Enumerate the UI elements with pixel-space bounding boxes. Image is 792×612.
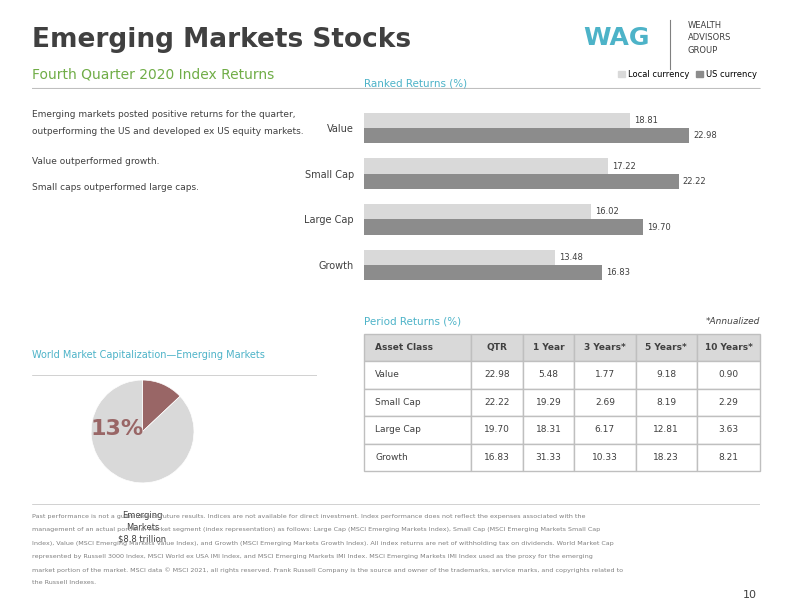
Text: Period Returns (%): Period Returns (%) <box>364 316 462 326</box>
Text: 17.22: 17.22 <box>612 162 636 171</box>
Bar <box>364 159 608 174</box>
Wedge shape <box>91 380 194 483</box>
Text: Emerging
Markets
$8.8 trillion: Emerging Markets $8.8 trillion <box>119 511 166 543</box>
Text: market portion of the market. MSCI data © MSCI 2021, all rights reserved. Frank : market portion of the market. MSCI data … <box>32 567 623 573</box>
Bar <box>364 128 689 143</box>
Wedge shape <box>143 380 180 431</box>
Bar <box>364 204 591 220</box>
Text: 13%: 13% <box>90 419 143 439</box>
Text: 22.22: 22.22 <box>683 177 706 185</box>
Text: WEALTH
ADVISORS
GROUP: WEALTH ADVISORS GROUP <box>687 21 731 55</box>
Text: 16.83: 16.83 <box>607 269 630 277</box>
Text: Fourth Quarter 2020 Index Returns: Fourth Quarter 2020 Index Returns <box>32 67 274 81</box>
Text: outperforming the US and developed ex US equity markets.: outperforming the US and developed ex US… <box>32 127 303 136</box>
Legend: Local currency, US currency: Local currency, US currency <box>615 67 760 83</box>
Text: 13.48: 13.48 <box>559 253 583 263</box>
Text: the Russell Indexes.: the Russell Indexes. <box>32 580 96 586</box>
Text: Ranked Returns (%): Ranked Returns (%) <box>364 78 467 88</box>
Text: Small caps outperformed large caps.: Small caps outperformed large caps. <box>32 183 199 192</box>
Text: Emerging Markets Stocks: Emerging Markets Stocks <box>32 27 411 53</box>
Text: Past performance is not a guarantee of future results. Indices are not available: Past performance is not a guarantee of f… <box>32 514 585 519</box>
Text: 16.02: 16.02 <box>595 207 619 217</box>
Text: Value outperformed growth.: Value outperformed growth. <box>32 157 159 166</box>
Text: 22.98: 22.98 <box>694 131 718 140</box>
Text: *Annualized: *Annualized <box>706 317 760 326</box>
Bar <box>364 220 643 234</box>
Text: WAG: WAG <box>583 26 649 50</box>
Bar <box>364 113 630 128</box>
Text: represented by Russell 3000 Index, MSCI World ex USA IMI Index, and MSCI Emergin: represented by Russell 3000 Index, MSCI … <box>32 554 592 559</box>
Text: 18.81: 18.81 <box>634 116 658 125</box>
Text: 19.70: 19.70 <box>647 223 671 231</box>
Text: 10: 10 <box>743 590 756 600</box>
Text: management of an actual portfolio. Market segment (index representation) as foll: management of an actual portfolio. Marke… <box>32 528 600 532</box>
Bar <box>364 174 679 188</box>
Text: Index), Value (MSCI Emerging Markets Value Index), and Growth (MSCI Emerging Mar: Index), Value (MSCI Emerging Markets Val… <box>32 540 614 546</box>
Bar <box>364 266 603 280</box>
Text: World Market Capitalization—Emerging Markets: World Market Capitalization—Emerging Mar… <box>32 350 265 360</box>
Text: Emerging markets posted positive returns for the quarter,: Emerging markets posted positive returns… <box>32 110 295 119</box>
Bar <box>364 250 555 266</box>
